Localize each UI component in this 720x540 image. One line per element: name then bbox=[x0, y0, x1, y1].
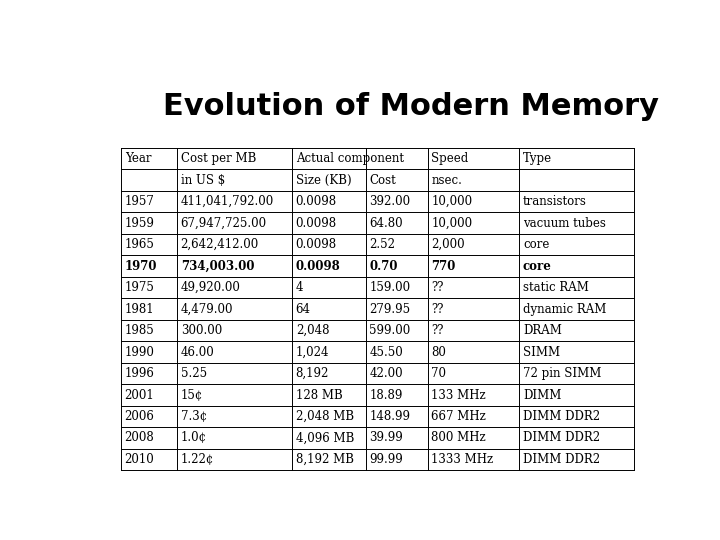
Text: 2.52: 2.52 bbox=[369, 238, 395, 251]
Text: Year: Year bbox=[125, 152, 151, 165]
Text: 734,003.00: 734,003.00 bbox=[181, 260, 254, 273]
Text: Cost: Cost bbox=[369, 174, 396, 187]
Text: 1.0¢: 1.0¢ bbox=[181, 431, 207, 444]
Text: 7.3¢: 7.3¢ bbox=[181, 410, 207, 423]
Text: Evolution of Modern Memory: Evolution of Modern Memory bbox=[163, 92, 659, 121]
Text: 39.99: 39.99 bbox=[369, 431, 403, 444]
Text: 2006: 2006 bbox=[125, 410, 155, 423]
Text: 1,024: 1,024 bbox=[296, 346, 329, 359]
Text: Actual component: Actual component bbox=[296, 152, 404, 165]
Text: 10,000: 10,000 bbox=[431, 195, 472, 208]
Text: 4,479.00: 4,479.00 bbox=[181, 302, 233, 315]
Text: 4: 4 bbox=[296, 281, 303, 294]
Text: 1970: 1970 bbox=[125, 260, 157, 273]
Text: DIMM DDR2: DIMM DDR2 bbox=[523, 453, 600, 466]
Text: 770: 770 bbox=[431, 260, 456, 273]
Text: 46.00: 46.00 bbox=[181, 346, 215, 359]
Text: 1990: 1990 bbox=[125, 346, 155, 359]
Text: 0.0098: 0.0098 bbox=[296, 238, 337, 251]
Text: 1975: 1975 bbox=[125, 281, 155, 294]
Text: transistors: transistors bbox=[523, 195, 587, 208]
Text: 2,048: 2,048 bbox=[296, 324, 329, 337]
Text: DRAM: DRAM bbox=[523, 324, 562, 337]
Text: 1996: 1996 bbox=[125, 367, 155, 380]
Text: 2008: 2008 bbox=[125, 431, 154, 444]
Text: ??: ?? bbox=[431, 302, 444, 315]
Text: dynamic RAM: dynamic RAM bbox=[523, 302, 606, 315]
Text: 1965: 1965 bbox=[125, 238, 155, 251]
Text: 2,000: 2,000 bbox=[431, 238, 465, 251]
Text: nsec.: nsec. bbox=[431, 174, 462, 187]
Text: DIMM: DIMM bbox=[523, 388, 562, 402]
Text: 4,096 MB: 4,096 MB bbox=[296, 431, 354, 444]
Text: 72 pin SIMM: 72 pin SIMM bbox=[523, 367, 601, 380]
Text: Type: Type bbox=[523, 152, 552, 165]
Text: 0.70: 0.70 bbox=[369, 260, 398, 273]
Text: in US $: in US $ bbox=[181, 174, 225, 187]
Text: 133 MHz: 133 MHz bbox=[431, 388, 486, 402]
Text: SIMM: SIMM bbox=[523, 346, 560, 359]
Text: 10,000: 10,000 bbox=[431, 217, 472, 230]
Text: 8,192: 8,192 bbox=[296, 367, 329, 380]
Text: 5.25: 5.25 bbox=[181, 367, 207, 380]
Text: 2001: 2001 bbox=[125, 388, 154, 402]
Text: DIMM DDR2: DIMM DDR2 bbox=[523, 431, 600, 444]
Text: 599.00: 599.00 bbox=[369, 324, 410, 337]
Text: 49,920.00: 49,920.00 bbox=[181, 281, 240, 294]
Text: 392.00: 392.00 bbox=[369, 195, 410, 208]
Text: 128 MB: 128 MB bbox=[296, 388, 343, 402]
Text: ??: ?? bbox=[431, 281, 444, 294]
Text: 1959: 1959 bbox=[125, 217, 155, 230]
Text: Cost per MB: Cost per MB bbox=[181, 152, 256, 165]
Text: 1981: 1981 bbox=[125, 302, 154, 315]
Text: 80: 80 bbox=[431, 346, 446, 359]
Text: 0.0098: 0.0098 bbox=[296, 217, 337, 230]
Text: 2,048 MB: 2,048 MB bbox=[296, 410, 354, 423]
Text: 1985: 1985 bbox=[125, 324, 154, 337]
Text: ??: ?? bbox=[431, 324, 444, 337]
Text: core: core bbox=[523, 238, 549, 251]
Text: 18.89: 18.89 bbox=[369, 388, 403, 402]
Text: DIMM DDR2: DIMM DDR2 bbox=[523, 410, 600, 423]
Text: 99.99: 99.99 bbox=[369, 453, 403, 466]
Text: 64: 64 bbox=[296, 302, 311, 315]
Text: 279.95: 279.95 bbox=[369, 302, 410, 315]
Text: 45.50: 45.50 bbox=[369, 346, 403, 359]
Text: 67,947,725.00: 67,947,725.00 bbox=[181, 217, 267, 230]
Text: 159.00: 159.00 bbox=[369, 281, 410, 294]
Text: 1957: 1957 bbox=[125, 195, 155, 208]
Text: 148.99: 148.99 bbox=[369, 410, 410, 423]
Text: Speed: Speed bbox=[431, 152, 469, 165]
Text: 0.0098: 0.0098 bbox=[296, 195, 337, 208]
Text: 2,642,412.00: 2,642,412.00 bbox=[181, 238, 259, 251]
Text: 8,192 MB: 8,192 MB bbox=[296, 453, 354, 466]
Text: Size (KB): Size (KB) bbox=[296, 174, 351, 187]
Text: 70: 70 bbox=[431, 367, 446, 380]
Text: 15¢: 15¢ bbox=[181, 388, 203, 402]
Text: 42.00: 42.00 bbox=[369, 367, 403, 380]
Text: core: core bbox=[523, 260, 552, 273]
Text: 0.0098: 0.0098 bbox=[296, 260, 341, 273]
Text: 1.22¢: 1.22¢ bbox=[181, 453, 214, 466]
Text: 411,041,792.00: 411,041,792.00 bbox=[181, 195, 274, 208]
Text: 300.00: 300.00 bbox=[181, 324, 222, 337]
Text: static RAM: static RAM bbox=[523, 281, 589, 294]
Text: 2010: 2010 bbox=[125, 453, 154, 466]
Text: 64.80: 64.80 bbox=[369, 217, 403, 230]
Text: 1333 MHz: 1333 MHz bbox=[431, 453, 493, 466]
Text: 667 MHz: 667 MHz bbox=[431, 410, 486, 423]
Text: 800 MHz: 800 MHz bbox=[431, 431, 486, 444]
Text: vacuum tubes: vacuum tubes bbox=[523, 217, 606, 230]
